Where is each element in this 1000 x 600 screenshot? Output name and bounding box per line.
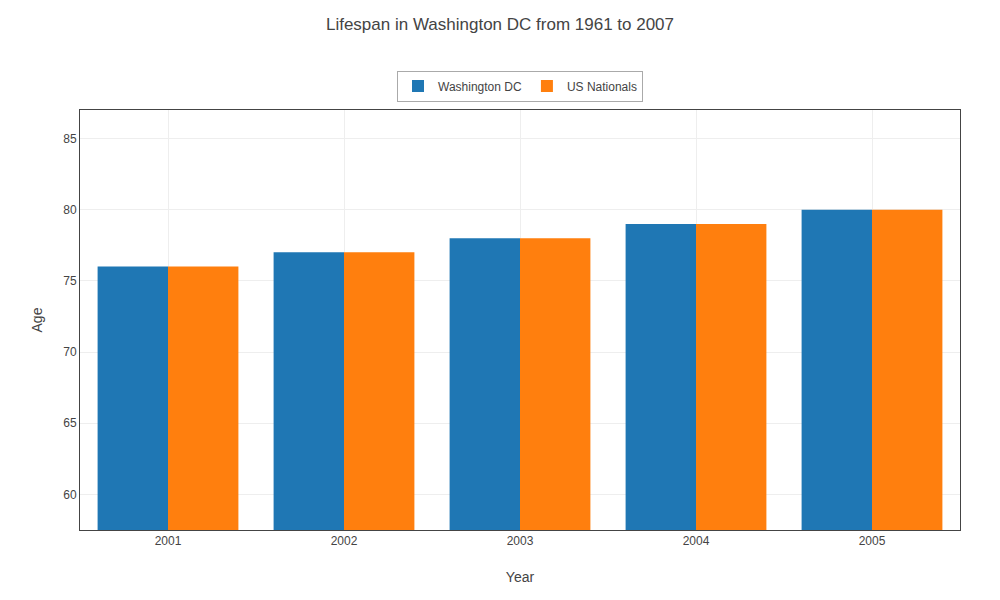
svg-text:2003: 2003: [507, 534, 534, 548]
svg-text:Year: Year: [506, 569, 535, 585]
svg-text:2005: 2005: [859, 534, 886, 548]
svg-text:70: 70: [63, 345, 77, 359]
svg-text:80: 80: [63, 203, 77, 217]
svg-text:2001: 2001: [155, 534, 182, 548]
svg-text:65: 65: [63, 416, 77, 430]
svg-text:US Nationals: US Nationals: [567, 80, 637, 94]
svg-text:Lifespan in Washington DC from: Lifespan in Washington DC from 1961 to 2…: [326, 15, 674, 34]
svg-text:2004: 2004: [683, 534, 710, 548]
svg-text:60: 60: [63, 488, 77, 502]
svg-text:85: 85: [63, 132, 77, 146]
svg-text:Washington DC: Washington DC: [438, 80, 522, 94]
svg-text:75: 75: [63, 274, 77, 288]
svg-text:2002: 2002: [331, 534, 358, 548]
svg-text:Age: Age: [29, 307, 45, 332]
